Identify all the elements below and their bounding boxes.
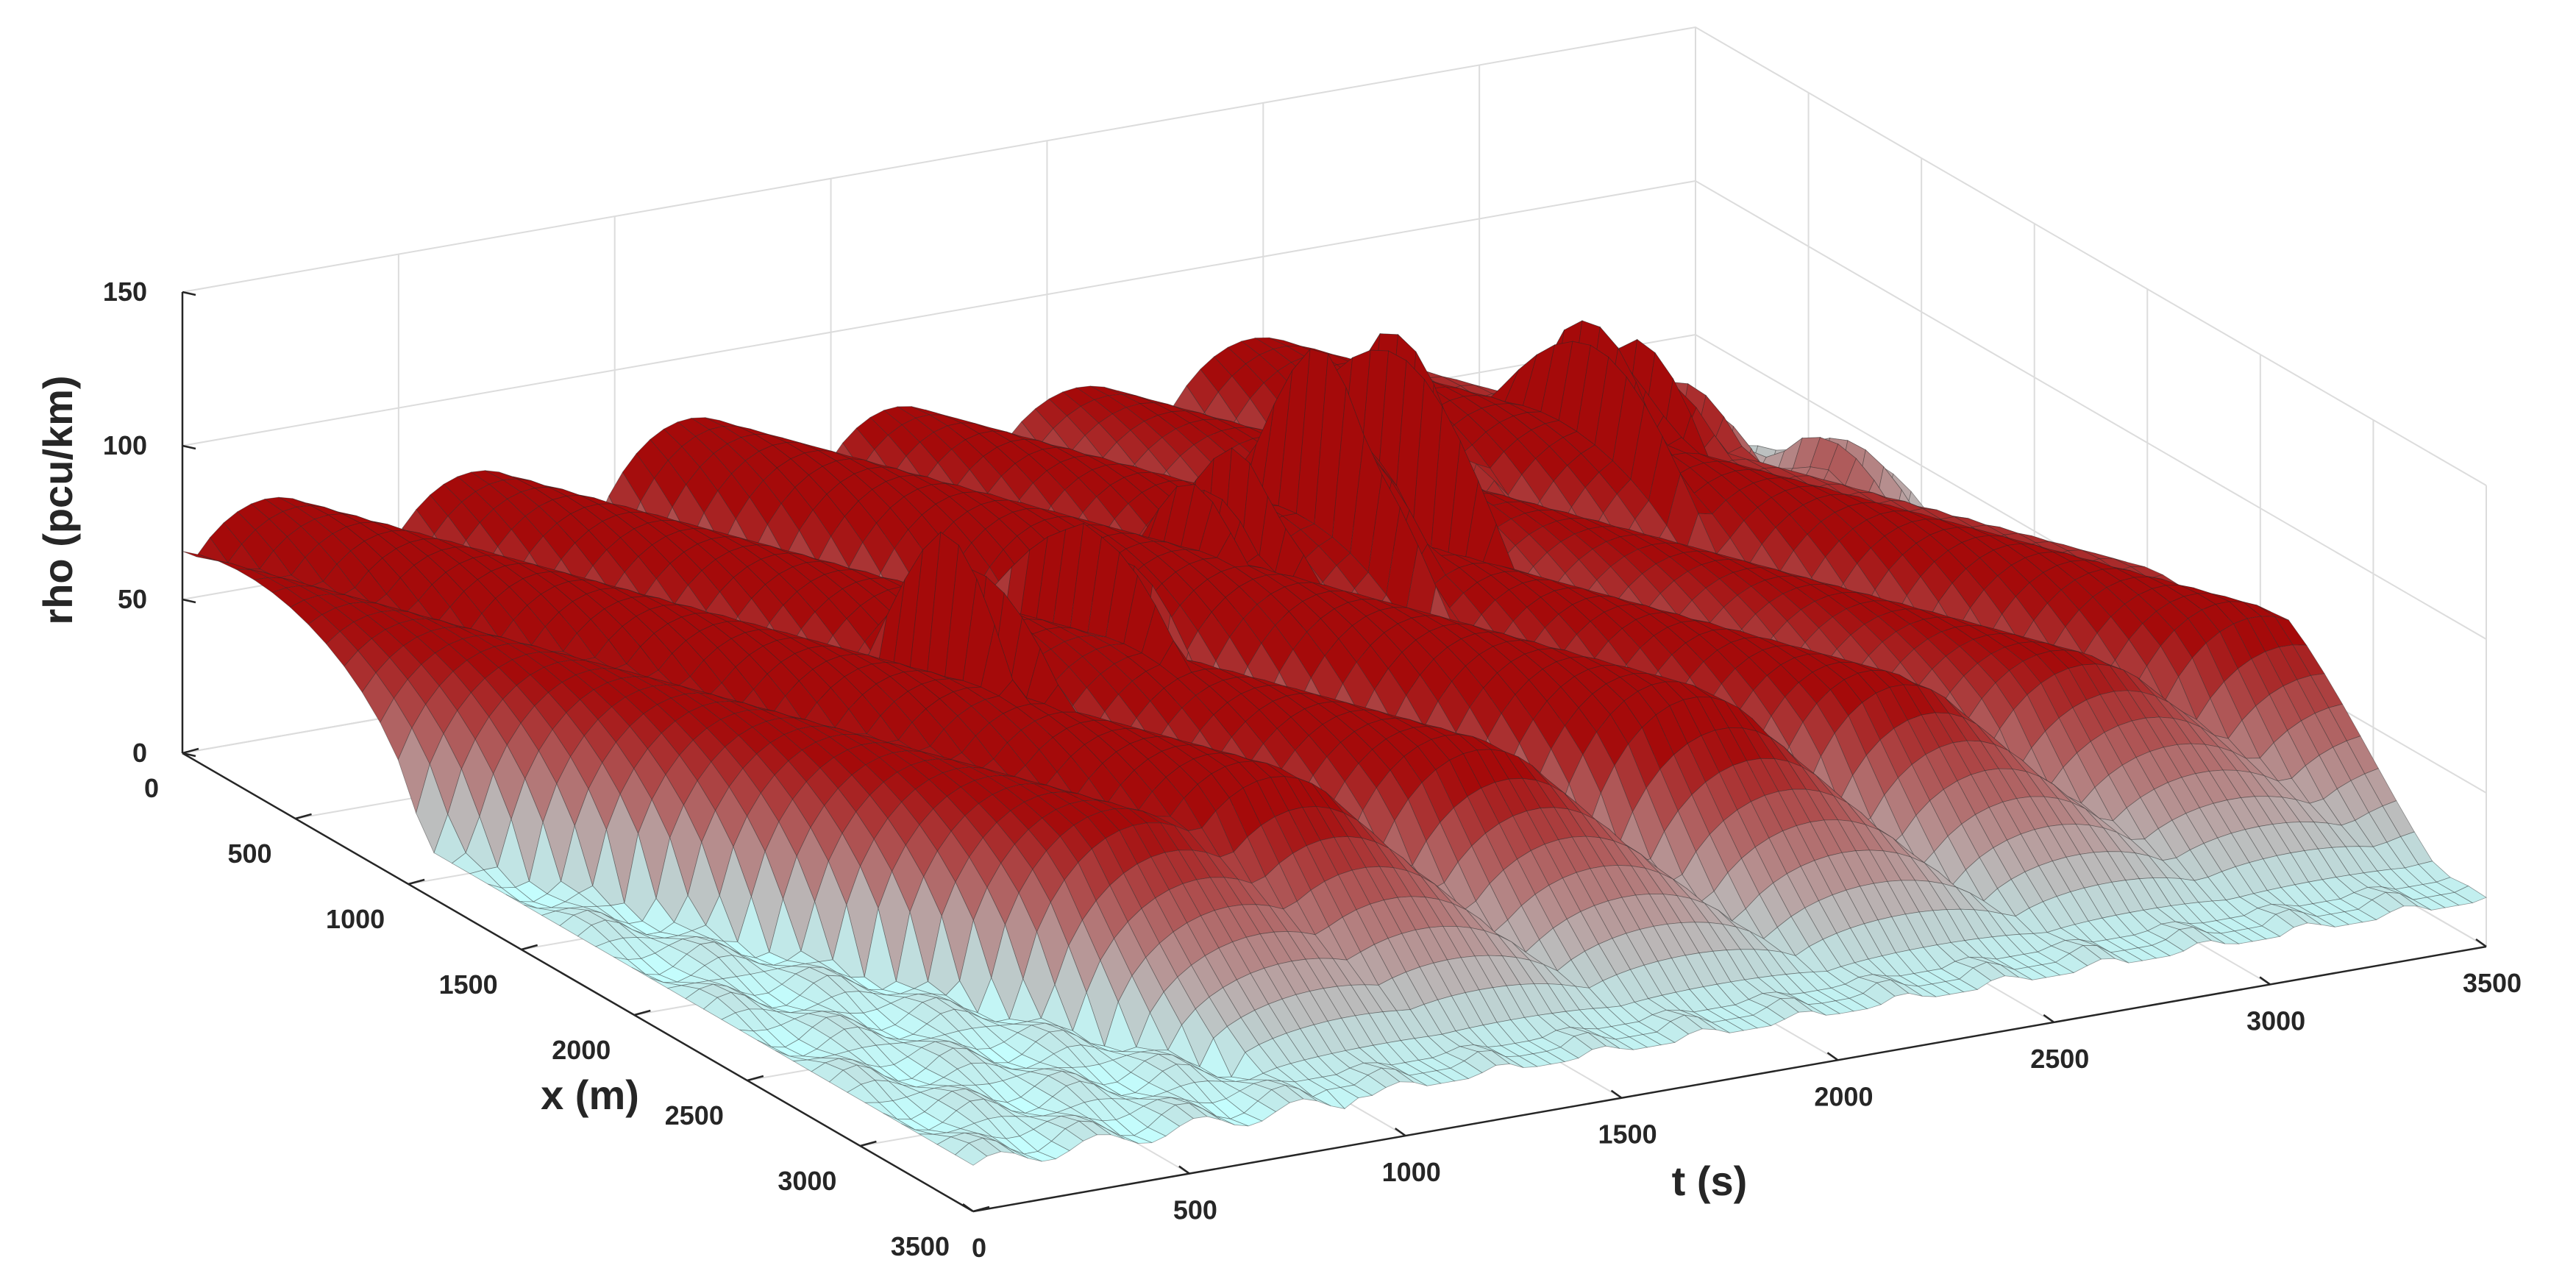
z-tick-label: 100 <box>103 430 147 460</box>
x-tick-label: 3500 <box>891 1231 950 1261</box>
x-tick-label: 1000 <box>326 904 385 934</box>
x-tick-label: 2500 <box>665 1100 724 1130</box>
x-tick-label: 3000 <box>778 1166 836 1196</box>
z-tick-mark <box>182 598 196 604</box>
z-tick-label: 150 <box>103 277 147 307</box>
grid-line <box>182 26 2487 486</box>
t-tick-label: 1500 <box>1598 1119 1657 1150</box>
x-tick-label: 0 <box>144 773 159 803</box>
x-axis-label: x (m) <box>541 1072 639 1118</box>
t-tick-label: 3500 <box>2463 968 2522 998</box>
t-tick-mark <box>1394 1128 1406 1137</box>
t-tick-mark <box>1826 1052 1839 1061</box>
t-tick-mark <box>1178 1165 1190 1175</box>
z-axis-label: rho (pcu/km) <box>35 375 81 624</box>
x-tick-label: 500 <box>227 838 271 869</box>
grid-line <box>182 179 2487 640</box>
z-tick-label: 50 <box>118 584 147 614</box>
density-surface <box>182 320 2487 1166</box>
t-tick-label: 2500 <box>2030 1044 2089 1074</box>
t-tick-label: 3000 <box>2246 1005 2305 1036</box>
t-tick-mark <box>962 1203 974 1213</box>
z-tick-mark <box>182 291 196 296</box>
x-tick-label: 1500 <box>439 969 498 1000</box>
t-tick-mark <box>2259 976 2271 986</box>
x-tick-label: 2000 <box>552 1035 611 1065</box>
t-tick-mark <box>2475 938 2487 948</box>
t-tick-label: 500 <box>1173 1195 1217 1225</box>
z-tick-label: 0 <box>132 738 147 768</box>
t-tick-mark <box>2043 1014 2055 1023</box>
t-axis-label: t (s) <box>1672 1158 1748 1204</box>
t-tick-label: 2000 <box>1814 1081 1873 1111</box>
t-tick-label: 0 <box>972 1233 986 1263</box>
t-tick-label: 1000 <box>1382 1157 1441 1187</box>
z-tick-mark <box>182 444 196 450</box>
t-tick-mark <box>1610 1089 1623 1099</box>
